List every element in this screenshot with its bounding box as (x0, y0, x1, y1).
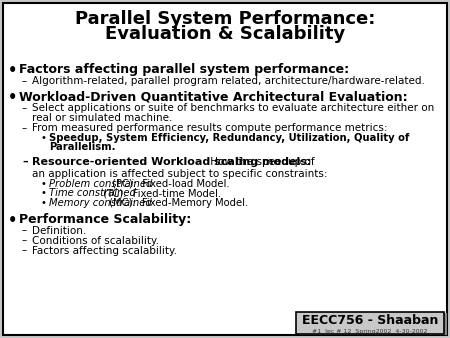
FancyBboxPatch shape (3, 3, 447, 335)
Text: –: – (22, 103, 27, 113)
Text: •: • (8, 213, 18, 227)
Text: Factors affecting parallel system performance:: Factors affecting parallel system perfor… (19, 63, 349, 76)
Text: Time constrained: Time constrained (49, 189, 136, 198)
Text: –: – (22, 245, 27, 256)
Text: •: • (40, 198, 46, 208)
Text: Definition.: Definition. (32, 225, 86, 236)
Text: •: • (40, 179, 46, 189)
Text: an application is affected subject to specific constraints:: an application is affected subject to sp… (32, 169, 328, 179)
Text: Parallelism.: Parallelism. (49, 143, 116, 152)
Text: (TC):  Fixed-time Model.: (TC): Fixed-time Model. (100, 189, 221, 198)
Text: From measured performance results compute performance metrics:: From measured performance results comput… (32, 123, 387, 133)
Text: #1  lec # 12  Spring2002  4-30-2002: #1 lec # 12 Spring2002 4-30-2002 (312, 329, 428, 334)
Text: Conditions of scalability.: Conditions of scalability. (32, 236, 159, 245)
Text: •: • (8, 90, 18, 105)
Text: Select applications or suite of benchmarks to evaluate architecture either on: Select applications or suite of benchmar… (32, 103, 434, 113)
Text: –: – (22, 76, 27, 86)
Text: real or simulated machine.: real or simulated machine. (32, 113, 172, 123)
Text: •: • (8, 63, 18, 78)
FancyBboxPatch shape (299, 313, 447, 335)
Text: –: – (22, 236, 27, 245)
Text: Performance Scalability:: Performance Scalability: (19, 213, 191, 225)
Text: –: – (22, 225, 27, 236)
Text: (MC):  Fixed-Memory Model.: (MC): Fixed-Memory Model. (106, 198, 248, 208)
Text: Speedup, System Efficiency, Redundancy, Utilization, Quality of: Speedup, System Efficiency, Redundancy, … (49, 133, 410, 143)
Text: Memory constrained: Memory constrained (49, 198, 152, 208)
Text: EECC756 - Shaaban: EECC756 - Shaaban (302, 314, 438, 327)
Text: –: – (22, 123, 27, 133)
Text: Evaluation & Scalability: Evaluation & Scalability (105, 25, 345, 43)
Text: Parallel System Performance:: Parallel System Performance: (75, 10, 375, 28)
FancyBboxPatch shape (296, 312, 444, 334)
Text: •: • (40, 189, 46, 198)
Text: Problem constrained: Problem constrained (49, 179, 153, 189)
Text: Workload-Driven Quantitative Architectural Evaluation:: Workload-Driven Quantitative Architectur… (19, 90, 408, 103)
Text: Resource-oriented Workload scaling models:: Resource-oriented Workload scaling model… (32, 157, 311, 167)
Text: •: • (40, 133, 46, 143)
Text: How the speedup of: How the speedup of (207, 157, 315, 167)
Text: Algorithm-related, parallel program related, architecture/hardware-related.: Algorithm-related, parallel program rela… (32, 76, 425, 86)
Text: –: – (22, 157, 27, 167)
Text: (PC):  Fixed-load Model.: (PC): Fixed-load Model. (109, 179, 230, 189)
Text: Factors affecting scalability.: Factors affecting scalability. (32, 245, 177, 256)
